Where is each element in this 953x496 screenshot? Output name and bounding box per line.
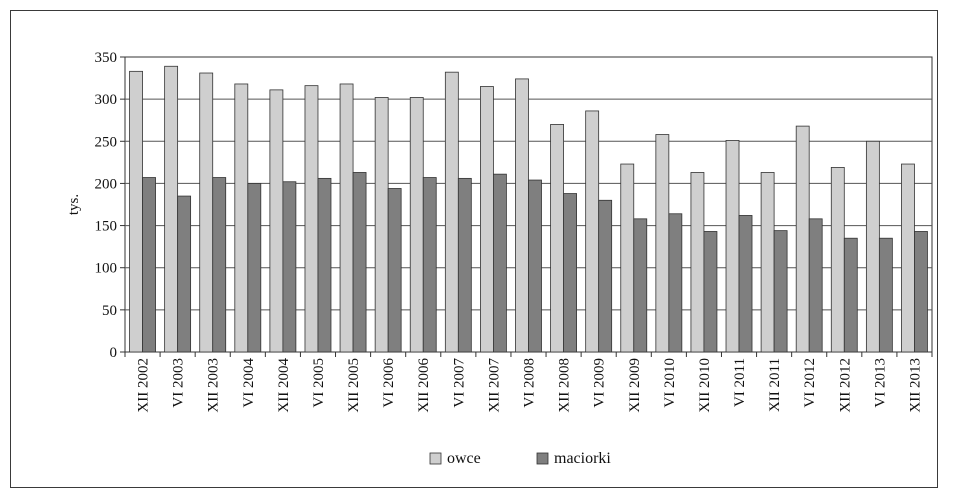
x-tick-label: VI 2012 [802,358,818,408]
bar-owce-12 [550,124,564,353]
x-tick-label: VI 2008 [522,358,538,408]
bar-owce-11 [515,78,529,353]
x-tick-label: XII 2004 [276,358,292,413]
x-tick-label: XII 2008 [557,358,573,413]
bar-maciorki-3 [247,183,262,353]
bar-maciorki-4 [282,181,297,353]
x-tick-label: XII 2009 [627,358,643,413]
bar-maciorki-2 [212,177,227,353]
bar-maciorki-21 [878,237,893,353]
bar-maciorki-1 [177,195,192,353]
bar-owce-6 [339,83,354,353]
x-tick-label: VI 2004 [241,358,257,408]
x-tick-label: XII 2005 [346,358,362,413]
bar-maciorki-0 [142,177,156,353]
bar-owce-17 [725,140,740,353]
bar-maciorki-8 [422,177,437,353]
bar-owce-0 [129,70,143,353]
y-tick-label: 200 [95,176,118,192]
bar-owce-21 [865,140,880,353]
y-tick-label: 300 [95,92,118,108]
bar-maciorki-19 [808,218,823,353]
legend-swatch-owce [429,452,442,465]
x-tick-label: XII 2003 [206,358,222,413]
bar-owce-7 [374,97,389,353]
bar-maciorki-6 [352,172,367,353]
y-tick-label: 100 [95,261,118,277]
x-tick-label: VI 2010 [662,358,678,408]
bar-owce-15 [655,134,670,353]
x-tick-label: VI 2006 [381,358,397,408]
y-tick-label: 50 [102,303,117,319]
bar-maciorki-7 [387,188,402,353]
chart-frame [10,10,938,488]
bar-maciorki-11 [528,179,542,353]
y-tick-label: 0 [110,345,118,361]
bar-maciorki-14 [633,218,648,353]
bar-maciorki-13 [598,199,613,353]
bar-owce-19 [795,125,810,353]
y-tick-label: 250 [95,134,118,150]
y-tick-label: 150 [95,219,118,235]
x-tick-label: VI 2011 [732,358,748,407]
x-tick-label: VI 2013 [872,358,888,408]
x-tick-label: XII 2012 [837,358,853,413]
bar-maciorki-16 [703,231,718,353]
x-tick-label: XII 2002 [136,358,152,413]
bar-maciorki-18 [773,230,788,353]
bar-owce-20 [830,167,845,353]
bar-owce-4 [269,89,284,353]
bar-maciorki-12 [563,193,577,353]
bar-owce-8 [409,97,424,353]
bar-maciorki-15 [668,213,683,353]
legend-label-maciorki: maciorki [554,450,611,467]
bar-owce-2 [199,72,214,353]
legend: owce maciorki [429,450,611,467]
x-tick-label: VI 2005 [311,358,327,408]
x-tick-label: VI 2007 [451,358,467,408]
bar-owce-5 [304,85,319,353]
bar-owce-10 [480,86,494,353]
bar-owce-13 [585,110,600,353]
bar-owce-22 [901,163,915,353]
bar-maciorki-5 [317,177,332,353]
bar-maciorki-9 [457,177,472,353]
axes: 0 50 100 150 200 250 300 350 XII 2002 VI 2003 XII … [95,50,933,413]
bar-owce-3 [234,83,249,353]
bar-owce-14 [620,163,635,353]
bar-maciorki-22 [914,231,928,353]
bar-owce-1 [164,65,179,353]
bar-maciorki-17 [738,215,753,353]
bar-owce-16 [690,172,705,353]
x-tick-label: XII 2013 [907,358,923,413]
y-tick-label: 350 [95,50,118,66]
x-tick-label: XII 2006 [416,358,432,413]
bars [129,65,928,353]
x-tick-label: XII 2011 [767,358,783,412]
bar-maciorki-10 [493,173,507,353]
legend-label-owce: owce [447,450,481,467]
bar-owce-18 [760,172,775,353]
x-tick-label: VI 2009 [592,358,608,408]
bar-maciorki-20 [843,237,858,353]
y-axis-label: tys. [66,194,82,215]
x-tick-label: XII 2010 [697,358,713,413]
legend-swatch-maciorki [536,452,549,465]
x-tick-label: XII 2007 [486,358,502,413]
bar-owce-9 [444,71,459,353]
x-tick-label: VI 2003 [171,358,187,408]
